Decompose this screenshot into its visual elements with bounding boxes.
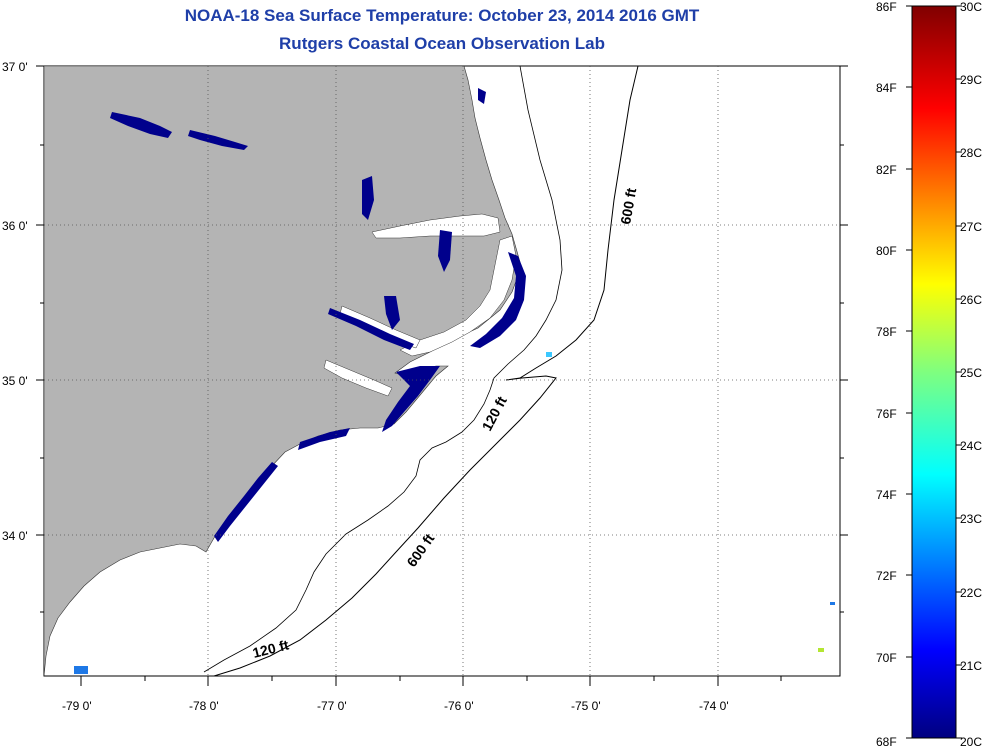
colorbar-f-70: 70F — [876, 651, 897, 665]
colorbar-ticks — [906, 5, 962, 739]
colorbar-f-68: 68F — [876, 735, 897, 749]
map-content: 600 ft 120 ft 600 ft 120 ft — [44, 66, 840, 676]
contour-label-600ft-east: 600 ft — [617, 186, 639, 225]
lat-label-34: 34 0' — [2, 529, 28, 543]
lat-label-37: 37 0' — [2, 60, 28, 74]
lon-label-77: -77 0' — [317, 699, 347, 713]
map-subtitle: Rutgers Coastal Ocean Observation Lab — [279, 34, 605, 53]
colorbar-f-82: 82F — [876, 163, 897, 177]
land-north-carolina — [44, 66, 521, 676]
lat-label-35: 35 0' — [2, 374, 28, 388]
colorbar-c-21: 21C — [960, 659, 982, 673]
lon-label-74: -74 0' — [699, 699, 729, 713]
axis-ticks — [36, 65, 848, 686]
sst-pixels — [110, 88, 526, 542]
colorbar-c-25: 25C — [960, 366, 982, 380]
colorbar-f-78: 78F — [876, 325, 897, 339]
sst-pixels-warm — [74, 352, 835, 674]
colorbar-c-24: 24C — [960, 439, 982, 453]
colorbar-c-29: 29C — [960, 73, 982, 87]
lon-label-75: -75 0' — [571, 699, 601, 713]
colorbar-f-80: 80F — [876, 244, 897, 258]
colorbar-c-26: 26C — [960, 293, 982, 307]
colorbar — [911, 5, 957, 739]
lon-label-78: -78 0' — [189, 699, 219, 713]
neuse-river — [323, 359, 393, 397]
contour-600ft — [213, 66, 639, 676]
colorbar-c-27: 27C — [960, 220, 982, 234]
colorbar-c-28: 28C — [960, 146, 982, 160]
colorbar-c-30: 30C — [960, 0, 982, 14]
colorbar-c-22: 22C — [960, 586, 982, 600]
lon-label-76: -76 0' — [444, 699, 474, 713]
pamlico-sound — [399, 235, 517, 357]
colorbar-f-72: 72F — [876, 569, 897, 583]
colorbar-f-84: 84F — [876, 81, 897, 95]
colorbar-c-23: 23C — [960, 512, 982, 526]
colorbar-f-74: 74F — [876, 488, 897, 502]
map-title: NOAA-18 Sea Surface Temperature: October… — [184, 6, 700, 25]
graticule — [44, 66, 840, 676]
lat-label-36: 36 0' — [2, 219, 28, 233]
colorbar-c-20: 20C — [960, 735, 982, 749]
albemarle-sound — [371, 213, 501, 239]
lon-label-79: -79 0' — [62, 699, 92, 713]
colorbar-f-76: 76F — [876, 407, 897, 421]
colorbar-f-86: 86F — [876, 0, 897, 14]
contour-120ft — [203, 66, 563, 673]
